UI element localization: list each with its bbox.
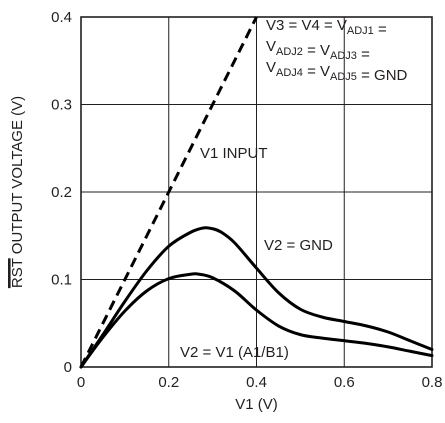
series-line-v1-input <box>79 16 258 368</box>
x-tick-label: 0.6 <box>334 374 355 391</box>
conditions-subscript: ADJ1 <box>347 25 374 37</box>
x-tick-labels: 0 0.2 0.4 0.6 0.8 <box>77 374 443 391</box>
conditions-text: = <box>357 46 370 63</box>
annotation-v1-input: V1 INPUT <box>200 145 268 162</box>
y-tick-label: 0.3 <box>51 97 72 114</box>
y-tick-label: 0.1 <box>51 272 72 289</box>
x-tick-label: 0.2 <box>158 374 179 391</box>
conditions-text: = V <box>303 42 330 59</box>
conditions-text: V <box>266 59 276 76</box>
conditions-subscript: ADJ3 <box>330 50 357 62</box>
y-axis-title-rest: OUTPUT VOLTAGE (V) <box>9 96 26 259</box>
x-tick-label: 0 <box>77 374 85 391</box>
series-group <box>79 16 434 369</box>
y-tick-label: 0.4 <box>51 9 72 26</box>
annotation-v2-gnd: V2 = GND <box>264 237 333 254</box>
annotations: V3 = V4 = VADJ1 = VADJ2 = VADJ3 = VADJ4 = … <box>180 17 408 361</box>
y-tick-label: 0 <box>64 359 72 376</box>
y-tick-label: 0.2 <box>51 184 72 201</box>
x-tick-label: 0.4 <box>246 374 267 391</box>
annotation-v2-v1: V2 = V1 (A1/B1) <box>180 344 289 361</box>
conditions-text: V <box>266 38 276 55</box>
conditions-subscript: ADJ4 <box>276 67 303 79</box>
series-line-v2-v1 <box>79 272 434 369</box>
series-line-v2-gnd <box>79 226 434 369</box>
conditions-text: = V <box>303 63 330 80</box>
x-axis-title: V1 (V) <box>235 396 278 413</box>
conditions-annotation: V3 = V4 = VADJ1 = VADJ2 = VADJ3 = VADJ4 = … <box>266 17 408 84</box>
y-axis-title-overlined: RST <box>9 258 26 288</box>
x-tick-label: 0.8 <box>422 374 443 391</box>
y-tick-labels: 0 0.1 0.2 0.3 0.4 <box>51 9 72 376</box>
conditions-text: = GND <box>357 67 408 84</box>
conditions-subscript: ADJ2 <box>276 46 303 58</box>
conditions-text: V3 = V4 = V <box>266 17 347 34</box>
y-axis-title: RST OUTPUT VOLTAGE (V) <box>9 96 26 288</box>
conditions-subscript: ADJ5 <box>330 71 357 83</box>
conditions-text: = <box>374 21 387 38</box>
